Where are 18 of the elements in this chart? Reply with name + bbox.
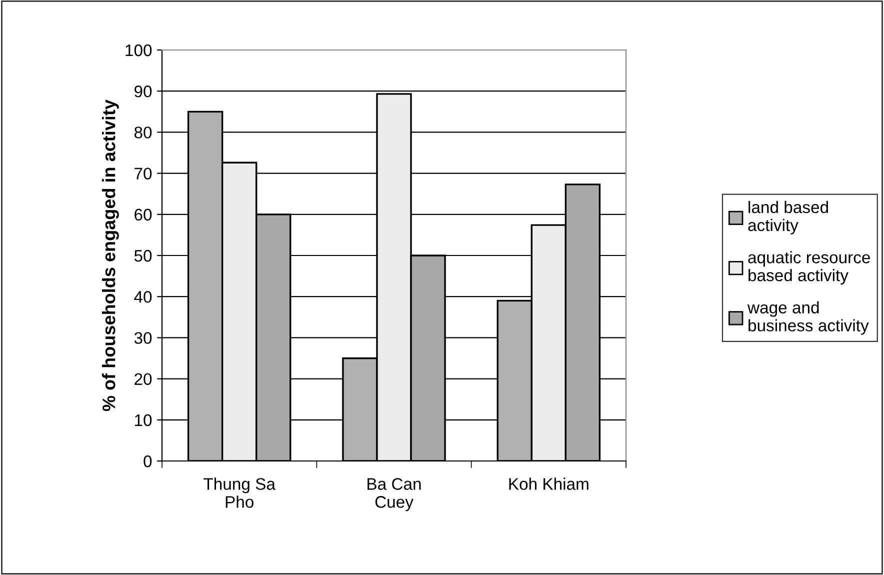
- y-tick-label: 80: [134, 126, 152, 138]
- y-axis-title: % of households engaged in activity: [102, 100, 119, 412]
- y-tick-label: 50: [134, 250, 152, 262]
- y-tick-label: 20: [134, 373, 152, 386]
- x-tick-label: Thung Sa Pho: [204, 478, 276, 508]
- y-tick-label: 70: [134, 168, 152, 180]
- legend-label: land based activity: [748, 200, 828, 234]
- x-tick-label: Ba Can Cuey: [368, 478, 421, 512]
- y-tick-label: 30: [134, 332, 152, 344]
- y-tick-label: 10: [135, 414, 152, 426]
- y-tick-label: 60: [134, 208, 152, 221]
- y-tick-label: 0: [144, 455, 152, 468]
- y-tick-label: 100: [126, 44, 152, 56]
- y-tick-label: 90: [134, 86, 152, 98]
- legend-label: aquatic resource based activity: [748, 251, 870, 285]
- x-tick-label: Koh Khiam: [509, 478, 588, 490]
- legend-label: wage and business activity: [747, 301, 869, 335]
- y-tick-label: 40: [134, 291, 152, 303]
